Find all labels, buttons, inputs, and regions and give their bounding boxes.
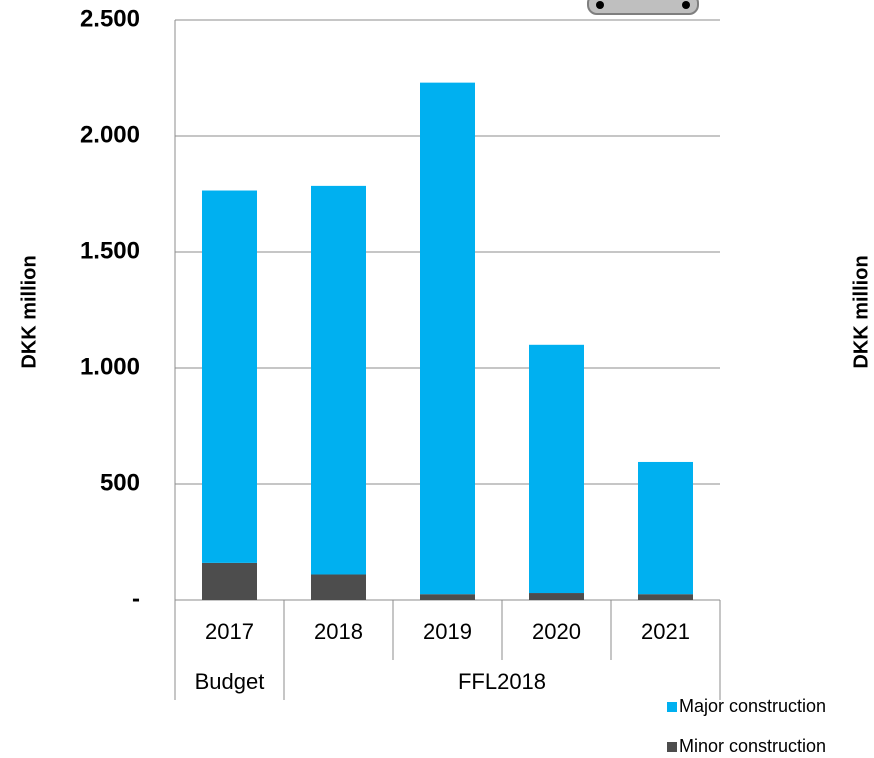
legend-swatch bbox=[667, 742, 677, 752]
bar-segment bbox=[420, 594, 475, 600]
bar-segment bbox=[638, 461, 693, 595]
bar-segment bbox=[311, 185, 366, 575]
legend-label: Major construction bbox=[679, 696, 826, 716]
legend-label: Minor construction bbox=[679, 736, 826, 756]
x-tick-label: 2020 bbox=[532, 619, 581, 644]
bar-segment bbox=[202, 190, 257, 563]
bar-segment bbox=[529, 344, 584, 594]
group-label: Budget bbox=[195, 669, 265, 694]
x-tick-label: 2021 bbox=[641, 619, 690, 644]
y-axis-label-right: DKK million bbox=[850, 255, 872, 368]
y-tick-label: 1.000 bbox=[80, 353, 140, 380]
y-axis-label: DKK million bbox=[18, 255, 40, 368]
y-tick-label: 2.000 bbox=[80, 121, 140, 148]
group-label: FFL2018 bbox=[458, 669, 546, 694]
y-tick-label: 1.500 bbox=[80, 237, 140, 264]
bar-segment bbox=[311, 574, 366, 600]
x-tick-label: 2018 bbox=[314, 619, 363, 644]
y-tick-label: 2.500 bbox=[80, 5, 140, 32]
bar-segment bbox=[420, 82, 475, 595]
bar-segment bbox=[638, 594, 693, 600]
y-tick-label: 500 bbox=[100, 469, 140, 496]
bar-segment bbox=[529, 593, 584, 600]
bar-segment bbox=[202, 562, 257, 600]
legend-swatch bbox=[667, 702, 677, 712]
y-tick-label: - bbox=[132, 585, 140, 612]
x-tick-label: 2019 bbox=[423, 619, 472, 644]
x-tick-label: 2017 bbox=[205, 619, 254, 644]
decoration-icon bbox=[587, 0, 699, 15]
